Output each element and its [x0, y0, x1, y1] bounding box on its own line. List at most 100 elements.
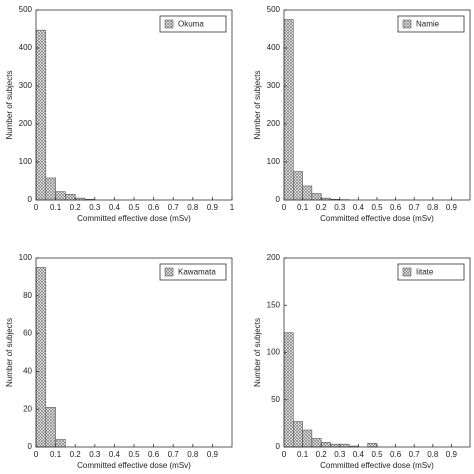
legend-box: [397, 15, 465, 33]
x-tick-label: 0.1: [297, 450, 309, 459]
x-axis-label: Committed effective dose (mSv): [320, 461, 434, 470]
x-tick-label: 0.7: [168, 450, 180, 459]
plot-frame: [35, 257, 233, 448]
panel: 0 0.1 0.2 0.3 0.4 0.5 0.6 0.7 0.8 0.9 1 0 100 200 300 4…: [5, 5, 235, 223]
y-tick-label: 40: [23, 367, 32, 376]
x-tick-label: 0.2: [316, 203, 328, 212]
panel: 0 0.1 0.2 0.3 0.4 0.5 0.6 0.7 0.8 0.9 0 50 100 150 200…: [253, 253, 471, 470]
bar: [35, 267, 47, 448]
legend-label: Okuma: [178, 20, 204, 29]
y-tick-label: 50: [271, 395, 280, 404]
x-tick-label: 0.2: [70, 450, 82, 459]
bar: [320, 442, 331, 448]
bar: [302, 429, 313, 448]
legend-label: Namie: [416, 20, 440, 29]
plot-frame: [35, 9, 233, 201]
x-tick-label: 0.2: [70, 203, 82, 212]
x-tick-label: 0.5: [371, 203, 383, 212]
y-tick-label: 150: [267, 300, 281, 309]
x-tick-label: 0.9: [446, 450, 458, 459]
x-tick-label: 0: [282, 450, 287, 459]
x-tick-label: 0.6: [390, 450, 402, 459]
legend-label: Iitate: [416, 268, 434, 277]
x-tick-label: 0: [34, 450, 39, 459]
y-tick-label: 100: [19, 157, 33, 166]
x-tick-label: 0.6: [148, 203, 160, 212]
legend-swatch: [164, 19, 174, 29]
legend-swatch: [164, 267, 174, 277]
x-tick-label: 0.4: [353, 203, 365, 212]
x-tick-label: 0.5: [128, 450, 140, 459]
y-axis-label: Number of subjects: [5, 318, 14, 387]
legend: Namie: [397, 15, 465, 33]
x-tick-label: 0: [282, 203, 287, 212]
y-tick-label: 0: [276, 195, 281, 204]
legend-box: [397, 263, 465, 281]
x-tick-label: 0.4: [109, 450, 121, 459]
y-tick-label: 0: [28, 195, 33, 204]
x-axis-label: Committed effective dose (mSv): [320, 214, 434, 223]
y-tick-label: 400: [19, 43, 33, 52]
x-tick-label: 0.8: [187, 203, 199, 212]
x-tick-label: 0.2: [316, 450, 328, 459]
x-tick-label: 0.3: [89, 203, 101, 212]
bar: [293, 171, 303, 201]
y-axis-label: Number of subjects: [253, 318, 262, 387]
y-tick-label: 20: [23, 404, 32, 413]
x-tick-label: 0.8: [187, 450, 199, 459]
legend-box: [159, 263, 227, 281]
y-tick-label: 60: [23, 329, 32, 338]
x-tick-label: 0.3: [334, 450, 346, 459]
y-tick-label: 100: [267, 348, 281, 357]
legend: Iitate: [397, 263, 465, 281]
x-tick-label: 0.3: [89, 450, 101, 459]
bar: [339, 443, 350, 448]
x-tick-label: 1: [230, 203, 235, 212]
legend: Okuma: [159, 15, 227, 33]
bar: [311, 193, 322, 201]
legend-swatch: [402, 267, 412, 277]
bar: [311, 438, 322, 448]
plot-frame: [283, 257, 471, 448]
y-tick-label: 0: [28, 442, 33, 451]
bar: [55, 439, 66, 448]
y-tick-label: 200: [267, 253, 281, 262]
x-tick-label: 0.6: [390, 203, 402, 212]
bar: [302, 185, 313, 201]
bar: [45, 407, 56, 448]
bar: [367, 442, 378, 448]
x-tick-label: 0.9: [207, 450, 219, 459]
x-tick-label: 0.7: [168, 203, 180, 212]
x-tick-label: 0.9: [207, 203, 219, 212]
y-tick-label: 500: [19, 5, 33, 14]
y-tick-label: 200: [19, 119, 33, 128]
x-axis-label: Committed effective dose (mSv): [77, 461, 191, 470]
x-tick-label: 0.8: [427, 203, 439, 212]
y-axis-label: Number of subjects: [5, 71, 14, 140]
bar: [65, 194, 76, 201]
x-tick-label: 0.1: [50, 450, 62, 459]
x-axis-label: Committed effective dose (mSv): [77, 214, 191, 223]
y-tick-label: 100: [267, 157, 281, 166]
x-tick-label: 0: [34, 203, 39, 212]
bar: [55, 191, 66, 201]
y-tick-label: 500: [267, 5, 281, 14]
y-tick-label: 300: [19, 81, 33, 90]
x-tick-label: 0.5: [128, 203, 140, 212]
plot-frame: [283, 9, 471, 201]
x-tick-label: 0.1: [297, 203, 309, 212]
y-tick-label: 400: [267, 43, 281, 52]
y-tick-label: 200: [267, 119, 281, 128]
x-tick-label: 0.1: [50, 203, 62, 212]
panel: 0 0.1 0.2 0.3 0.4 0.5 0.6 0.7 0.8 0.9 0 20 40 60 80 100…: [5, 253, 233, 470]
x-tick-label: 0.7: [409, 450, 421, 459]
panel: 0 0.1 0.2 0.3 0.4 0.5 0.6 0.7 0.8 0.9 0 100 200 300 40…: [253, 5, 471, 223]
x-tick-label: 0.9: [446, 203, 458, 212]
bar: [293, 421, 303, 448]
bar: [283, 332, 294, 448]
bar: [45, 177, 56, 201]
y-tick-label: 80: [23, 291, 32, 300]
x-tick-label: 0.4: [353, 450, 365, 459]
x-tick-label: 0.8: [427, 450, 439, 459]
y-tick-label: 300: [267, 81, 281, 90]
